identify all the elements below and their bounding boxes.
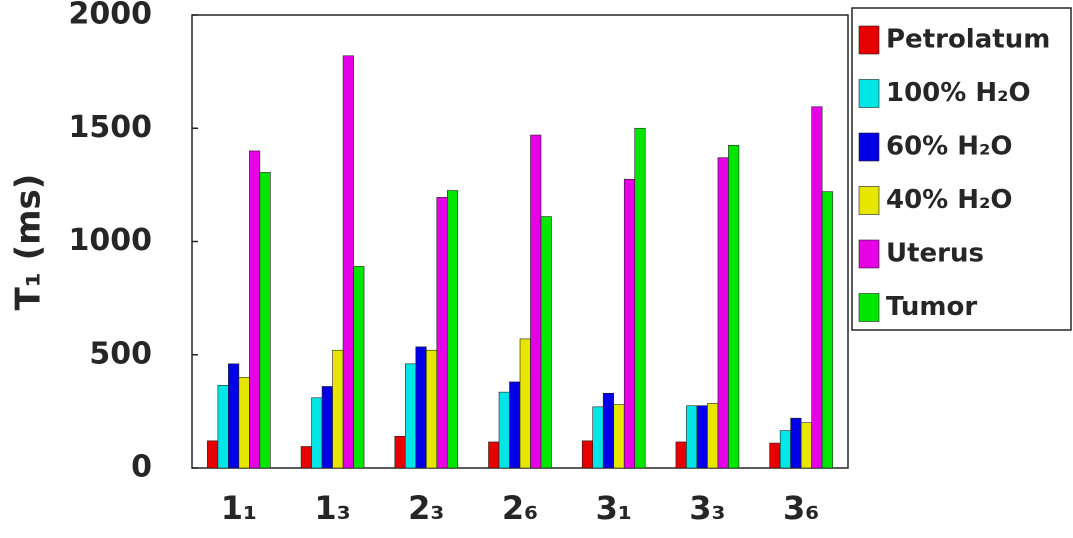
x-tick-label: 1₃ (314, 489, 350, 527)
bar (436, 197, 448, 469)
bar (686, 405, 698, 469)
bar (394, 435, 406, 469)
bar (790, 417, 802, 469)
legend-swatch (858, 293, 880, 322)
bar (249, 150, 261, 469)
bar (540, 216, 552, 469)
legend-label: 100% H₂O (886, 78, 1031, 108)
bar (311, 397, 323, 469)
bar (207, 440, 219, 469)
bar (425, 349, 438, 469)
bar (332, 349, 344, 469)
bar (623, 178, 636, 469)
bar (446, 190, 459, 469)
y-tick-label: 1000 (69, 223, 153, 258)
x-tick-label: 1₁ (221, 489, 257, 527)
legend-box (851, 7, 1072, 331)
bar (488, 441, 500, 469)
bar (238, 377, 250, 469)
bar (217, 385, 229, 469)
bar (530, 134, 542, 469)
x-tick-label: 2₃ (408, 489, 444, 527)
bar (259, 172, 271, 469)
bar (707, 403, 719, 469)
y-axis-label: T₁ (ms) (9, 174, 49, 311)
bar (811, 106, 823, 469)
legend-swatch (858, 239, 880, 269)
bar (800, 422, 812, 469)
bar (581, 440, 594, 469)
legend-label: 40% H₂O (886, 185, 1013, 215)
x-tick-label: 3₆ (783, 489, 819, 527)
legend-label: Tumor (886, 292, 977, 322)
bar (728, 144, 740, 469)
bar (300, 446, 312, 469)
bar (675, 441, 687, 469)
bar (509, 381, 521, 469)
bar (769, 442, 781, 469)
bar (634, 127, 646, 469)
bar (321, 386, 333, 469)
y-tick-label: 0 (131, 450, 152, 485)
legend-label: Petrolatum (886, 25, 1050, 55)
bar (602, 392, 615, 469)
x-tick-label: 2₆ (502, 489, 538, 527)
bar (353, 266, 365, 469)
x-tick-label: 3₃ (689, 489, 725, 527)
legend-label: Uterus (886, 239, 984, 269)
legend-swatch (858, 132, 880, 162)
legend-swatch (858, 79, 880, 108)
y-tick-label: 500 (89, 336, 152, 371)
bar (519, 338, 531, 469)
x-tick-label: 3₁ (596, 489, 632, 527)
bar (821, 191, 833, 469)
bar (228, 363, 240, 469)
bar (696, 405, 708, 469)
bar (592, 406, 604, 469)
legend-label: 60% H₂O (886, 132, 1013, 162)
bar (342, 55, 354, 469)
bar (717, 157, 729, 469)
legend-swatch (858, 186, 880, 215)
bar (613, 404, 625, 469)
legend-swatch (858, 25, 880, 55)
bar (415, 346, 427, 469)
y-tick-label: 2000 (69, 0, 153, 32)
bar (404, 363, 417, 469)
y-tick-label: 1500 (69, 110, 153, 145)
bar (779, 430, 791, 469)
bar (498, 391, 510, 469)
